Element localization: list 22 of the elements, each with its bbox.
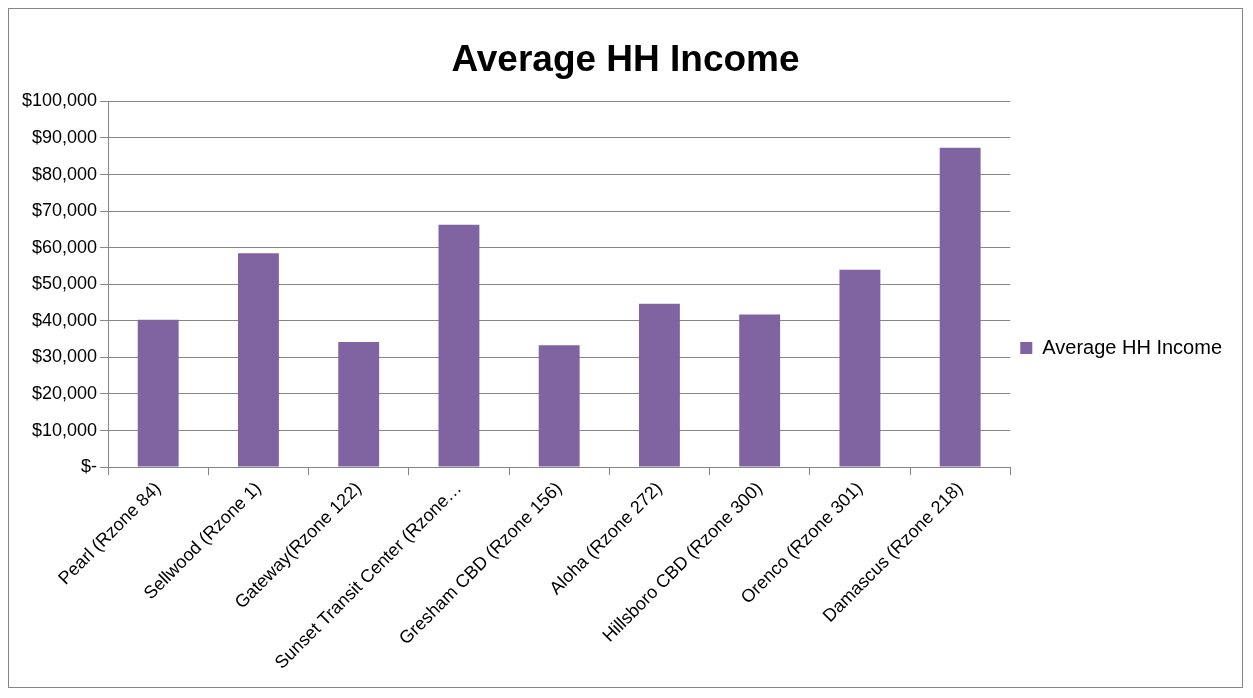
y-tick-label: $20,000	[32, 382, 98, 403]
bar	[137, 319, 179, 467]
y-tick-label: $60,000	[32, 236, 98, 257]
y-tick-label: $80,000	[32, 163, 98, 184]
bar	[438, 224, 480, 467]
bar	[638, 303, 680, 467]
y-tick-label: $100,000	[22, 90, 98, 111]
legend-label: Average HH Income	[1042, 335, 1222, 358]
y-tick-label: $40,000	[32, 309, 98, 330]
bar	[237, 253, 279, 467]
bar	[939, 147, 981, 467]
y-tick-label: $90,000	[32, 126, 98, 147]
y-tick-label: $-	[81, 456, 98, 477]
bar	[338, 342, 380, 467]
bar	[839, 269, 881, 467]
y-tick-label: $30,000	[32, 346, 98, 367]
bar	[538, 345, 580, 467]
chart-title: Average HH Income	[451, 38, 800, 80]
y-tick-label: $70,000	[32, 200, 98, 221]
bar	[739, 314, 781, 467]
y-tick-label: $50,000	[32, 273, 98, 294]
y-tick-label: $10,000	[32, 419, 98, 440]
